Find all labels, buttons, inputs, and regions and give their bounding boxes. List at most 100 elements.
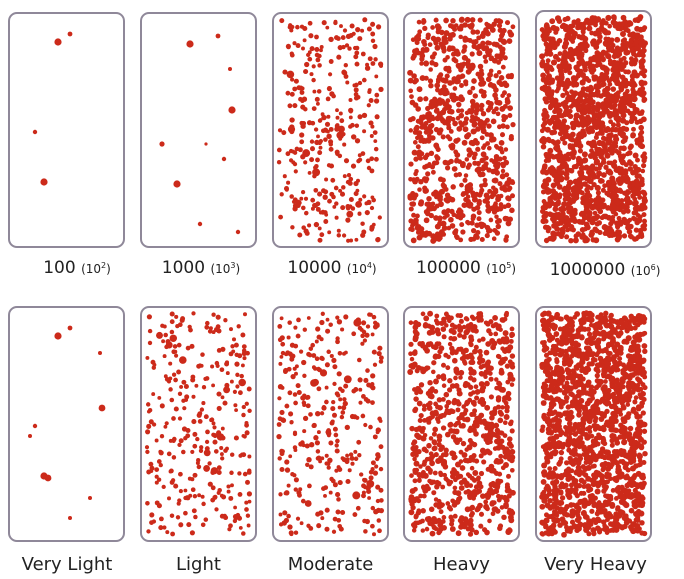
dot (589, 148, 594, 154)
dot (222, 400, 228, 406)
dot (539, 85, 545, 92)
dot (145, 402, 151, 407)
dot (154, 467, 160, 472)
dot (474, 421, 480, 426)
dot (366, 479, 375, 488)
dot (195, 460, 200, 466)
dot (619, 74, 626, 81)
dot (542, 224, 549, 230)
dot (505, 220, 512, 227)
dot (586, 169, 592, 175)
dot (623, 162, 629, 168)
dot (542, 120, 548, 126)
dot (332, 516, 338, 522)
dot (464, 133, 470, 140)
dot (500, 337, 506, 343)
dot (233, 435, 239, 441)
dot (549, 165, 555, 170)
dot (639, 176, 645, 182)
dot (420, 473, 426, 479)
dot (44, 474, 52, 482)
dot (369, 224, 375, 230)
dot (436, 129, 443, 136)
dot (363, 377, 369, 383)
dot (449, 322, 455, 328)
dot (478, 88, 485, 94)
dot (437, 404, 443, 411)
dot (467, 494, 473, 501)
dot (283, 517, 290, 524)
dot (410, 237, 417, 244)
dot (419, 115, 425, 122)
dot (546, 45, 552, 52)
dot (627, 166, 634, 172)
dot (495, 54, 501, 60)
dot (289, 158, 294, 163)
dot (211, 421, 216, 426)
dot (466, 220, 471, 226)
dot (297, 147, 303, 153)
dot (437, 216, 443, 222)
dot (440, 484, 446, 490)
dot (557, 149, 563, 155)
dot (284, 459, 290, 465)
dot (192, 494, 198, 499)
dot (443, 30, 450, 37)
dot (326, 133, 332, 139)
dot (495, 404, 502, 410)
dot (279, 192, 284, 197)
dot (441, 47, 447, 54)
dot (479, 371, 485, 377)
dot (610, 126, 616, 132)
dot (222, 513, 227, 519)
dot (316, 134, 320, 139)
dot (327, 230, 332, 235)
dot (461, 139, 468, 146)
dot (292, 41, 297, 46)
dot (340, 456, 345, 461)
dot (614, 148, 619, 154)
dot (443, 17, 449, 24)
dot (346, 210, 354, 218)
dot (344, 459, 350, 465)
dot (196, 464, 202, 470)
dot (638, 233, 645, 239)
dot (324, 362, 330, 368)
dot (238, 453, 243, 458)
dot (213, 494, 218, 500)
dot (467, 531, 474, 537)
dot (230, 483, 234, 488)
dot (565, 15, 571, 22)
dot (347, 468, 352, 473)
dot (366, 103, 371, 108)
dot (571, 215, 577, 221)
dot (330, 419, 335, 424)
dot (378, 419, 383, 423)
dot (586, 78, 592, 84)
dot (502, 90, 507, 96)
dot (480, 92, 487, 99)
dot (622, 135, 627, 141)
dot (407, 194, 414, 201)
dot (340, 509, 346, 516)
dot (477, 348, 483, 355)
dot (247, 408, 252, 413)
dot (558, 387, 563, 393)
dot (340, 205, 346, 211)
dot (441, 362, 446, 368)
dot (617, 179, 624, 187)
dot (508, 443, 514, 449)
dot (324, 385, 329, 390)
dot (370, 460, 376, 466)
dot (434, 313, 440, 319)
dot (467, 473, 473, 479)
dot (340, 388, 345, 394)
dot (607, 113, 613, 119)
dot (451, 51, 457, 57)
dot (325, 129, 330, 134)
dot (358, 387, 363, 392)
dot (492, 341, 498, 347)
dot (151, 392, 156, 397)
dot (466, 68, 473, 74)
dot (193, 514, 198, 520)
